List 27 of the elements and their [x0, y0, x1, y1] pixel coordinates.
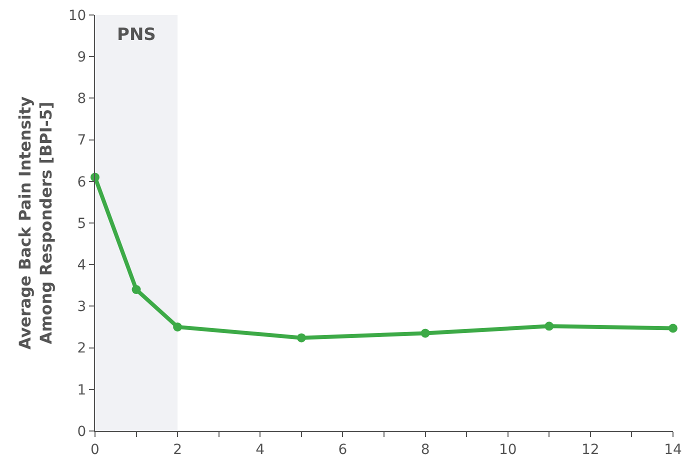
x-tick-label: 10	[498, 442, 517, 458]
y-tick-label: 3	[77, 299, 86, 316]
y-tick-label: 2	[77, 340, 86, 357]
x-tick-label: 2	[173, 442, 182, 458]
x-tick-label: 4	[256, 442, 265, 458]
y-tick-label: 1	[77, 382, 86, 398]
x-tick-label: 6	[338, 442, 348, 458]
y-tick-label: 9	[77, 50, 86, 66]
point	[173, 322, 182, 332]
point	[132, 285, 141, 294]
x-tick-label: 14	[664, 442, 682, 458]
y-tick-label: 0	[77, 424, 86, 440]
x-tick-label: 8	[420, 442, 430, 458]
y-axis-title: Average Back Pain Intensity Among Responders [BPI-5]	[15, 96, 56, 350]
band-label: PNS	[117, 25, 156, 45]
x-tick-label: 12	[582, 442, 600, 458]
point	[668, 324, 678, 333]
point	[296, 333, 306, 342]
y-tick-label: 10	[68, 8, 86, 24]
x-tick-label: 0	[90, 442, 100, 458]
y-tick-label: 7	[77, 132, 86, 149]
y-tick-label: 4	[77, 258, 86, 274]
point	[544, 322, 554, 331]
point	[420, 328, 430, 338]
y-tick-label: 8	[77, 91, 86, 108]
y-tick-label: 5	[77, 216, 86, 232]
y-tick-label: 6	[77, 174, 86, 190]
